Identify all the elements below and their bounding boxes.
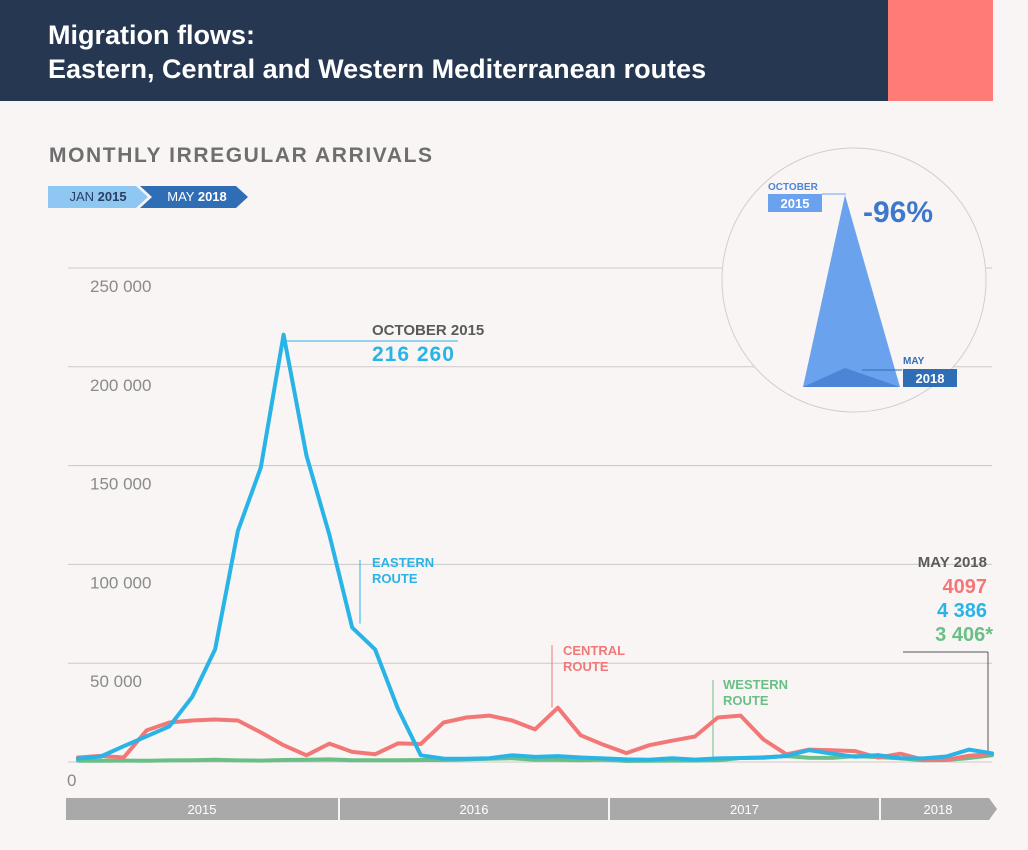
y-tick-label: 250 000 — [90, 277, 151, 296]
year-label: 2015 — [188, 802, 217, 817]
title-line-1: Migration flows: — [48, 20, 255, 50]
peak-label: OCTOBER 2015 — [372, 322, 484, 339]
central-route-label-1: CENTRAL — [563, 643, 625, 658]
inset-to-month: MAY — [903, 356, 925, 367]
range-start-year: 2015 — [97, 189, 127, 204]
range-start-chevron: JAN 2015 — [48, 186, 148, 208]
western-route-label-1: WESTERN — [723, 677, 788, 692]
inset-from-month: OCTOBER — [768, 182, 819, 193]
year-segment — [340, 798, 608, 820]
year-label: 2017 — [730, 802, 759, 817]
page-title: Migration flows: Eastern, Central and We… — [48, 18, 706, 86]
eastern-route-label-2: ROUTE — [372, 571, 418, 586]
may-eastern-value: 4 386 — [937, 600, 987, 622]
may-western-value: 3 406* — [935, 624, 993, 646]
title-line-2: Eastern, Central and Western Mediterrane… — [48, 54, 707, 84]
year-axis: 2015 2016 2017 2018 — [66, 798, 997, 820]
inset-from-year-box — [768, 194, 822, 212]
year-segment — [66, 798, 338, 820]
y-axis-ticks: 0 50 000 100 000 150 000 200 000 250 000 — [67, 277, 151, 790]
range-end-year: 2018 — [197, 189, 227, 204]
change-inset: OCTOBER 2015 -96% MAY 2018 — [721, 147, 987, 413]
header-accent-block — [888, 0, 993, 101]
central-route-line — [76, 705, 994, 762]
inset-from-year: 2015 — [781, 196, 810, 211]
series-lines — [76, 332, 994, 763]
year-segment — [881, 798, 997, 820]
y-tick-label: 0 — [67, 771, 76, 790]
western-route-line — [76, 753, 994, 763]
year-label: 2016 — [460, 802, 489, 817]
range-start-month: JAN — [69, 189, 94, 204]
range-end-chevron: MAY 2018 — [140, 186, 248, 208]
inset-change: -96% — [863, 196, 933, 229]
grid-lines — [68, 267, 992, 763]
eastern-route-label-1: EASTERN — [372, 555, 434, 570]
inset-to-year: 2018 — [916, 371, 945, 386]
callout-labels: OCTOBER 2015 216 260 EASTERN ROUTE CENTR… — [372, 322, 993, 708]
peak-value: 216 260 — [372, 343, 455, 366]
may-2018-label: MAY 2018 — [918, 554, 987, 571]
inset-peak-triangle — [803, 195, 900, 387]
inset-to-year-box — [903, 369, 957, 387]
year-label: 2018 — [924, 802, 953, 817]
western-route-label-2: ROUTE — [723, 693, 769, 708]
central-route-label-2: ROUTE — [563, 659, 609, 674]
y-tick-label: 200 000 — [90, 376, 151, 395]
y-tick-label: 100 000 — [90, 573, 151, 592]
chart-subtitle: MONTHLY IRREGULAR ARRIVALS — [49, 144, 434, 167]
inset-may-triangle — [803, 368, 900, 387]
y-tick-label: 150 000 — [90, 475, 151, 494]
range-end-month: MAY — [167, 189, 195, 204]
year-segment — [610, 798, 879, 820]
y-tick-label: 50 000 — [90, 672, 142, 691]
header-bar — [0, 0, 888, 101]
may-central-value: 4097 — [943, 576, 988, 598]
eastern-route-line — [76, 332, 994, 762]
